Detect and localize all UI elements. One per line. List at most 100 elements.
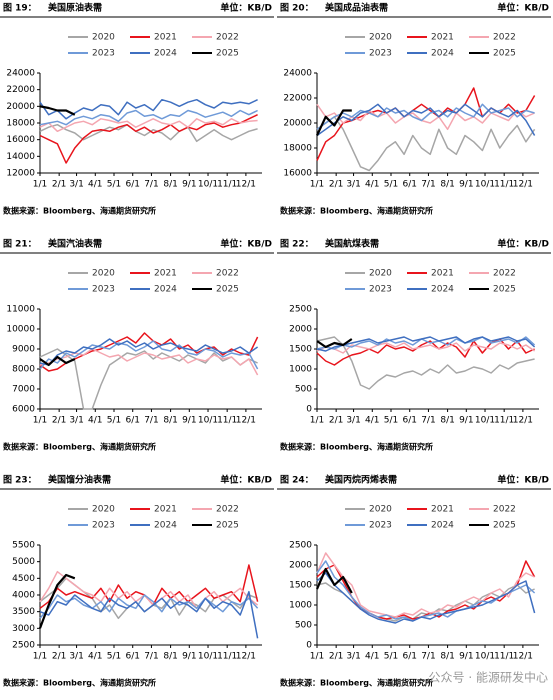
x-tick-label: 11/1: [494, 180, 514, 190]
y-tick-label: 12000: [6, 169, 35, 179]
series-line: [316, 338, 353, 349]
y-tick-label: 6000: [12, 405, 35, 415]
x-tick-label: 8/1: [440, 180, 454, 190]
x-tick-label: 5/1: [107, 180, 121, 190]
figure-label: 图 21：: [3, 239, 37, 250]
x-tick-label: 5/1: [384, 180, 398, 190]
watermark: 公众号 · 能源研发中心: [429, 670, 548, 685]
legend-label: 2021: [154, 33, 177, 43]
x-tick-label: 4/1: [365, 416, 379, 426]
x-tick-label: 1/1: [33, 652, 47, 662]
x-tick-label: 2/1: [52, 652, 66, 662]
x-tick-label: 5/1: [107, 416, 121, 426]
figure-label: 图 20：: [280, 3, 314, 14]
legend-label: 2024: [154, 285, 177, 295]
legend-label: 2023: [92, 521, 115, 531]
legend-label: 2023: [92, 285, 115, 295]
source-note: 数据来源：Bloomberg、海通期货研究所: [280, 206, 433, 216]
x-tick-label: 7/1: [144, 180, 158, 190]
legend-label: 2024: [431, 49, 454, 59]
y-tick-label: 4500: [12, 574, 35, 584]
x-tick-label: 12/1: [513, 652, 533, 662]
x-tick-label: 6/1: [125, 416, 139, 426]
y-tick-label: 10000: [6, 325, 35, 335]
source-note: 数据来源：Bloomberg、海通期货研究所: [3, 206, 156, 216]
series-line: [39, 340, 259, 370]
series-line: [39, 590, 259, 639]
x-tick-label: 7/1: [421, 416, 435, 426]
x-tick-label: 2/1: [52, 180, 66, 190]
x-tick-label: 8/1: [163, 180, 177, 190]
series-line: [316, 552, 535, 618]
legend-label: 2023: [369, 49, 392, 59]
legend-label: 2020: [369, 33, 392, 43]
legend-label: 2024: [431, 285, 454, 295]
y-tick-label: 2000: [289, 561, 312, 571]
legend-label: 2020: [92, 505, 115, 515]
x-tick-label: 1/1: [33, 180, 47, 190]
series-line: [316, 103, 535, 131]
unit-label: 单位：KB/D: [497, 474, 549, 486]
legend-label: 2022: [493, 33, 516, 43]
series-line: [315, 567, 353, 594]
x-tick-label: 12/1: [236, 416, 256, 426]
legend-label: 2020: [369, 269, 392, 279]
figure-label: 图 19：: [3, 3, 37, 14]
y-tick-label: 3500: [12, 607, 35, 617]
series-line: [39, 109, 258, 126]
y-tick-label: 16000: [283, 169, 312, 179]
x-tick-label: 10/1: [198, 416, 218, 426]
series-line: [39, 332, 259, 372]
legend-label: 2023: [369, 521, 392, 531]
x-tick-label: 6/1: [125, 180, 139, 190]
x-tick-label: 10/1: [475, 416, 495, 426]
x-tick-label: 10/1: [198, 652, 218, 662]
x-tick-label: 10/1: [475, 652, 495, 662]
legend-label: 2022: [216, 269, 239, 279]
source-note: 数据来源：Bloomberg、海通期货研究所: [3, 678, 156, 688]
x-tick-label: 8/1: [440, 416, 454, 426]
x-tick-label: 9/1: [459, 652, 473, 662]
x-tick-label: 5/1: [384, 652, 398, 662]
y-tick-label: 2500: [289, 541, 312, 551]
series-line: [39, 118, 258, 133]
x-tick-label: 7/1: [421, 180, 435, 190]
x-tick-label: 2/1: [329, 652, 343, 662]
y-tick-label: 20000: [6, 102, 35, 112]
legend-label: 2024: [154, 49, 177, 59]
legend-label: 2025: [216, 521, 239, 531]
x-tick-label: 3/1: [69, 180, 83, 190]
x-tick-label: 11/1: [217, 416, 237, 426]
y-tick-label: 2000: [289, 325, 312, 335]
figure-label: 图 22：: [280, 239, 314, 250]
series-line: [316, 342, 536, 354]
y-tick-label: 18000: [283, 144, 312, 154]
x-tick-label: 6/1: [125, 652, 139, 662]
x-tick-label: 3/1: [346, 180, 360, 190]
series-line: [316, 103, 535, 130]
y-tick-label: 1000: [289, 601, 312, 611]
legend-label: 2021: [154, 505, 177, 515]
x-tick-label: 3/1: [346, 416, 360, 426]
x-tick-label: 1/1: [310, 416, 324, 426]
source-note: 数据来源：Bloomberg、海通期货研究所: [280, 442, 433, 452]
series-line: [39, 114, 258, 164]
x-tick-label: 7/1: [421, 652, 435, 662]
x-tick-label: 9/1: [182, 416, 196, 426]
x-tick-label: 12/1: [236, 180, 256, 190]
x-tick-label: 12/1: [236, 652, 256, 662]
x-tick-label: 11/1: [494, 416, 514, 426]
unit-label: 单位：KB/D: [220, 238, 272, 250]
series-line: [39, 594, 259, 619]
y-tick-label: 16000: [6, 135, 35, 145]
legend-label: 2025: [493, 285, 516, 295]
y-tick-label: 11000: [6, 305, 35, 315]
y-tick-label: 1500: [289, 345, 312, 355]
legend-label: 2024: [431, 521, 454, 531]
legend-label: 2025: [493, 49, 516, 59]
x-tick-label: 6/1: [402, 180, 416, 190]
y-tick-label: 4000: [12, 591, 35, 601]
series-line: [316, 116, 536, 172]
y-tick-label: 500: [295, 621, 312, 631]
x-tick-label: 3/1: [69, 416, 83, 426]
